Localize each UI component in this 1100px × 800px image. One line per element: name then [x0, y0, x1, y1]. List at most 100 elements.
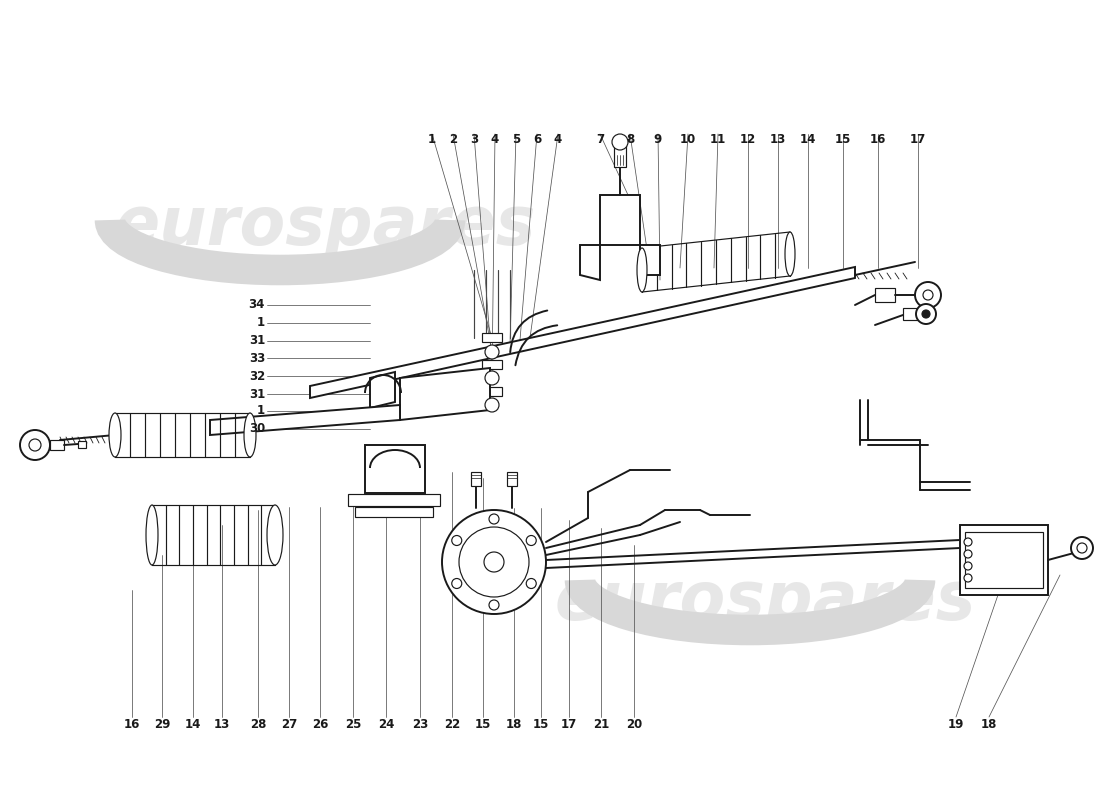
Text: 29: 29 — [154, 718, 170, 731]
Polygon shape — [210, 405, 400, 435]
Text: 34: 34 — [249, 298, 265, 311]
Bar — [348, 494, 440, 506]
Circle shape — [1077, 543, 1087, 553]
Circle shape — [442, 510, 546, 614]
Bar — [614, 145, 626, 167]
Text: 9: 9 — [653, 133, 662, 146]
Text: 2: 2 — [449, 133, 458, 146]
Circle shape — [485, 398, 499, 412]
Ellipse shape — [637, 248, 647, 292]
Text: 1: 1 — [428, 133, 436, 146]
Circle shape — [964, 574, 972, 582]
Bar — [507, 472, 517, 486]
Text: 25: 25 — [344, 718, 361, 731]
Text: 15: 15 — [835, 133, 851, 146]
Bar — [471, 472, 481, 486]
Circle shape — [916, 304, 936, 324]
Text: 15: 15 — [532, 718, 549, 731]
Polygon shape — [310, 267, 855, 398]
Text: 1: 1 — [257, 405, 265, 418]
Circle shape — [526, 535, 536, 546]
Text: 12: 12 — [740, 133, 756, 146]
Circle shape — [452, 535, 462, 546]
Circle shape — [485, 371, 499, 385]
Text: eurospares: eurospares — [116, 193, 537, 259]
Text: 1: 1 — [257, 317, 265, 330]
Circle shape — [490, 600, 499, 610]
Ellipse shape — [109, 413, 121, 457]
Circle shape — [964, 550, 972, 558]
Text: 7: 7 — [596, 133, 604, 146]
Text: 30: 30 — [249, 422, 265, 435]
Text: eurospares: eurospares — [556, 568, 977, 634]
Circle shape — [612, 134, 628, 150]
Text: 20: 20 — [626, 718, 642, 731]
Text: 19: 19 — [948, 718, 965, 731]
Text: 6: 6 — [532, 133, 541, 146]
Text: 22: 22 — [444, 718, 460, 731]
Circle shape — [485, 345, 499, 359]
Circle shape — [923, 290, 933, 300]
Circle shape — [459, 527, 529, 597]
Bar — [960, 525, 1048, 595]
Text: 18: 18 — [981, 718, 998, 731]
Text: 13: 13 — [770, 133, 786, 146]
Text: 31: 31 — [249, 334, 265, 347]
Circle shape — [484, 552, 504, 572]
Polygon shape — [640, 245, 660, 275]
Bar — [874, 288, 895, 302]
Ellipse shape — [244, 413, 256, 457]
Polygon shape — [370, 372, 395, 408]
Text: 14: 14 — [185, 718, 201, 731]
Bar — [903, 308, 918, 320]
Bar — [965, 532, 1043, 588]
Text: 11: 11 — [710, 133, 726, 146]
Circle shape — [922, 310, 930, 318]
Circle shape — [29, 439, 41, 451]
Text: 17: 17 — [561, 718, 578, 731]
Ellipse shape — [785, 232, 795, 276]
Text: 5: 5 — [512, 133, 520, 146]
Text: 14: 14 — [800, 133, 816, 146]
Circle shape — [526, 578, 536, 589]
Circle shape — [1071, 537, 1093, 559]
Text: 10: 10 — [680, 133, 696, 146]
Circle shape — [20, 430, 50, 460]
Circle shape — [452, 578, 462, 589]
Text: 24: 24 — [377, 718, 394, 731]
Circle shape — [964, 562, 972, 570]
Circle shape — [490, 514, 499, 524]
Text: 13: 13 — [213, 718, 230, 731]
Bar — [365, 445, 425, 493]
Text: 28: 28 — [250, 718, 266, 731]
Text: 16: 16 — [124, 718, 140, 731]
Text: 4: 4 — [554, 133, 562, 146]
Circle shape — [964, 538, 972, 546]
Bar — [50, 440, 64, 450]
Text: 27: 27 — [280, 718, 297, 731]
Bar — [482, 360, 502, 369]
Text: 33: 33 — [249, 351, 265, 365]
Text: 26: 26 — [311, 718, 328, 731]
Text: 17: 17 — [910, 133, 926, 146]
Text: 8: 8 — [626, 133, 634, 146]
Text: 3: 3 — [470, 133, 478, 146]
Bar — [482, 333, 502, 342]
Text: 15: 15 — [475, 718, 492, 731]
Bar — [482, 387, 502, 396]
Polygon shape — [600, 195, 640, 245]
Text: 21: 21 — [593, 718, 609, 731]
Text: 4: 4 — [491, 133, 499, 146]
Text: 31: 31 — [249, 387, 265, 401]
Polygon shape — [400, 368, 490, 420]
Circle shape — [915, 282, 940, 308]
Text: 18: 18 — [506, 718, 522, 731]
Polygon shape — [580, 245, 600, 280]
Ellipse shape — [267, 505, 283, 565]
Bar — [355, 507, 433, 517]
Text: 32: 32 — [249, 370, 265, 382]
Text: 16: 16 — [870, 133, 887, 146]
Ellipse shape — [146, 505, 158, 565]
Bar — [78, 441, 86, 448]
Text: 23: 23 — [411, 718, 428, 731]
